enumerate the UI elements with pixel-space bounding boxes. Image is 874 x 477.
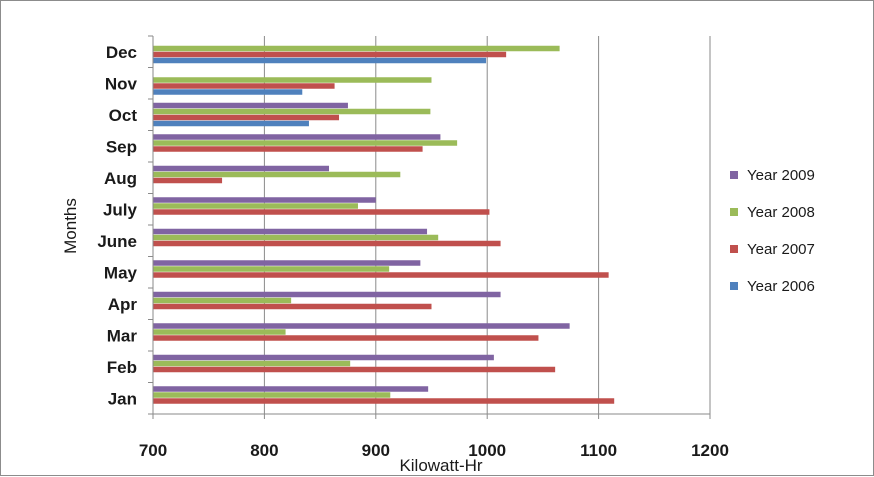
gridlines (263, 36, 711, 414)
bar-dec-series-2 (153, 45, 560, 52)
legend-label: Year 2006 (747, 278, 815, 295)
y-tick-label: Nov (105, 74, 138, 93)
legend: Year 2009 Year 2008 Year 2007 Year 2006 (730, 167, 815, 295)
legend-label: Year 2008 (747, 204, 815, 221)
legend-label: Year 2007 (747, 241, 815, 258)
bars (153, 45, 615, 404)
legend-swatch (730, 208, 738, 216)
bar-mar-series-1 (153, 335, 539, 341)
bar-oct-series-3 (153, 102, 348, 109)
bar-july-series-2 (153, 203, 358, 209)
y-tick-label: May (104, 263, 138, 282)
bar-sep-series-2 (153, 140, 458, 146)
x-tick-label: 800 (250, 441, 278, 460)
bar-june-series-1 (153, 240, 501, 247)
legend-swatch (730, 245, 738, 253)
bar-nov-series-1 (153, 83, 335, 89)
bar-oct-series-1 (153, 114, 340, 121)
y-tick-label: Apr (108, 295, 138, 314)
bar-dec-series-1 (153, 51, 507, 58)
x-tick-label: 700 (139, 441, 167, 460)
bar-apr-series-3 (153, 291, 501, 298)
bar-aug-series-3 (153, 165, 330, 172)
y-tick-label: Jan (108, 389, 137, 408)
bar-june-series-3 (153, 228, 428, 235)
bar-jan-series-2 (153, 392, 391, 398)
x-tick-label: 900 (362, 441, 390, 460)
x-tick-label: 1200 (691, 441, 729, 460)
y-tick-label: June (97, 232, 137, 251)
bar-oct-series-0 (153, 120, 309, 127)
x-axis-title: Kilowatt-Hr (399, 456, 482, 475)
legend-swatch (730, 171, 738, 179)
bar-jan-series-1 (153, 398, 615, 404)
bar-aug-series-1 (153, 177, 223, 184)
bar-feb-series-2 (153, 360, 351, 367)
y-tick-label: Mar (107, 326, 138, 345)
bar-july-series-1 (153, 209, 490, 215)
y-tick-label: Dec (106, 43, 137, 62)
bar-mar-series-3 (153, 323, 570, 329)
bar-june-series-2 (153, 234, 439, 241)
x-tick-label: 1000 (468, 441, 506, 460)
bar-july-series-3 (153, 197, 376, 203)
bar-sep-series-1 (153, 146, 423, 152)
y-tick-label: Feb (107, 358, 137, 377)
y-tick-label: Oct (109, 106, 138, 125)
bar-sep-series-3 (153, 134, 441, 140)
bar-feb-series-3 (153, 354, 494, 361)
bar-apr-series-1 (153, 303, 432, 310)
bar-nov-series-2 (153, 77, 432, 83)
legend-label: Year 2009 (747, 167, 815, 184)
bar-may-series-2 (153, 266, 390, 272)
bar-oct-series-2 (153, 108, 431, 115)
y-tick-label: Sep (106, 137, 137, 156)
y-axis-title: Months (61, 198, 80, 254)
x-tick-label: 1100 (580, 441, 617, 460)
bar-may-series-1 (153, 272, 609, 278)
x-axis-tick-labels: 700 800 900 1000 1100 1200 (139, 441, 729, 460)
legend-swatch (730, 282, 738, 290)
bar-feb-series-1 (153, 366, 556, 373)
bar-jan-series-3 (153, 386, 429, 392)
y-axis-tick-labels: Jan Feb Mar Apr May June July Aug Sep Oct Nov Dec (97, 43, 137, 409)
bar-may-series-3 (153, 260, 421, 266)
bar-nov-series-0 (153, 89, 303, 95)
bar-aug-series-2 (153, 171, 401, 178)
axes (148, 35, 711, 419)
bar-mar-series-2 (153, 329, 286, 335)
bar-apr-series-2 (153, 297, 292, 304)
y-tick-label: July (103, 200, 138, 219)
y-tick-label: Aug (104, 169, 137, 188)
bar-dec-series-0 (153, 57, 487, 64)
